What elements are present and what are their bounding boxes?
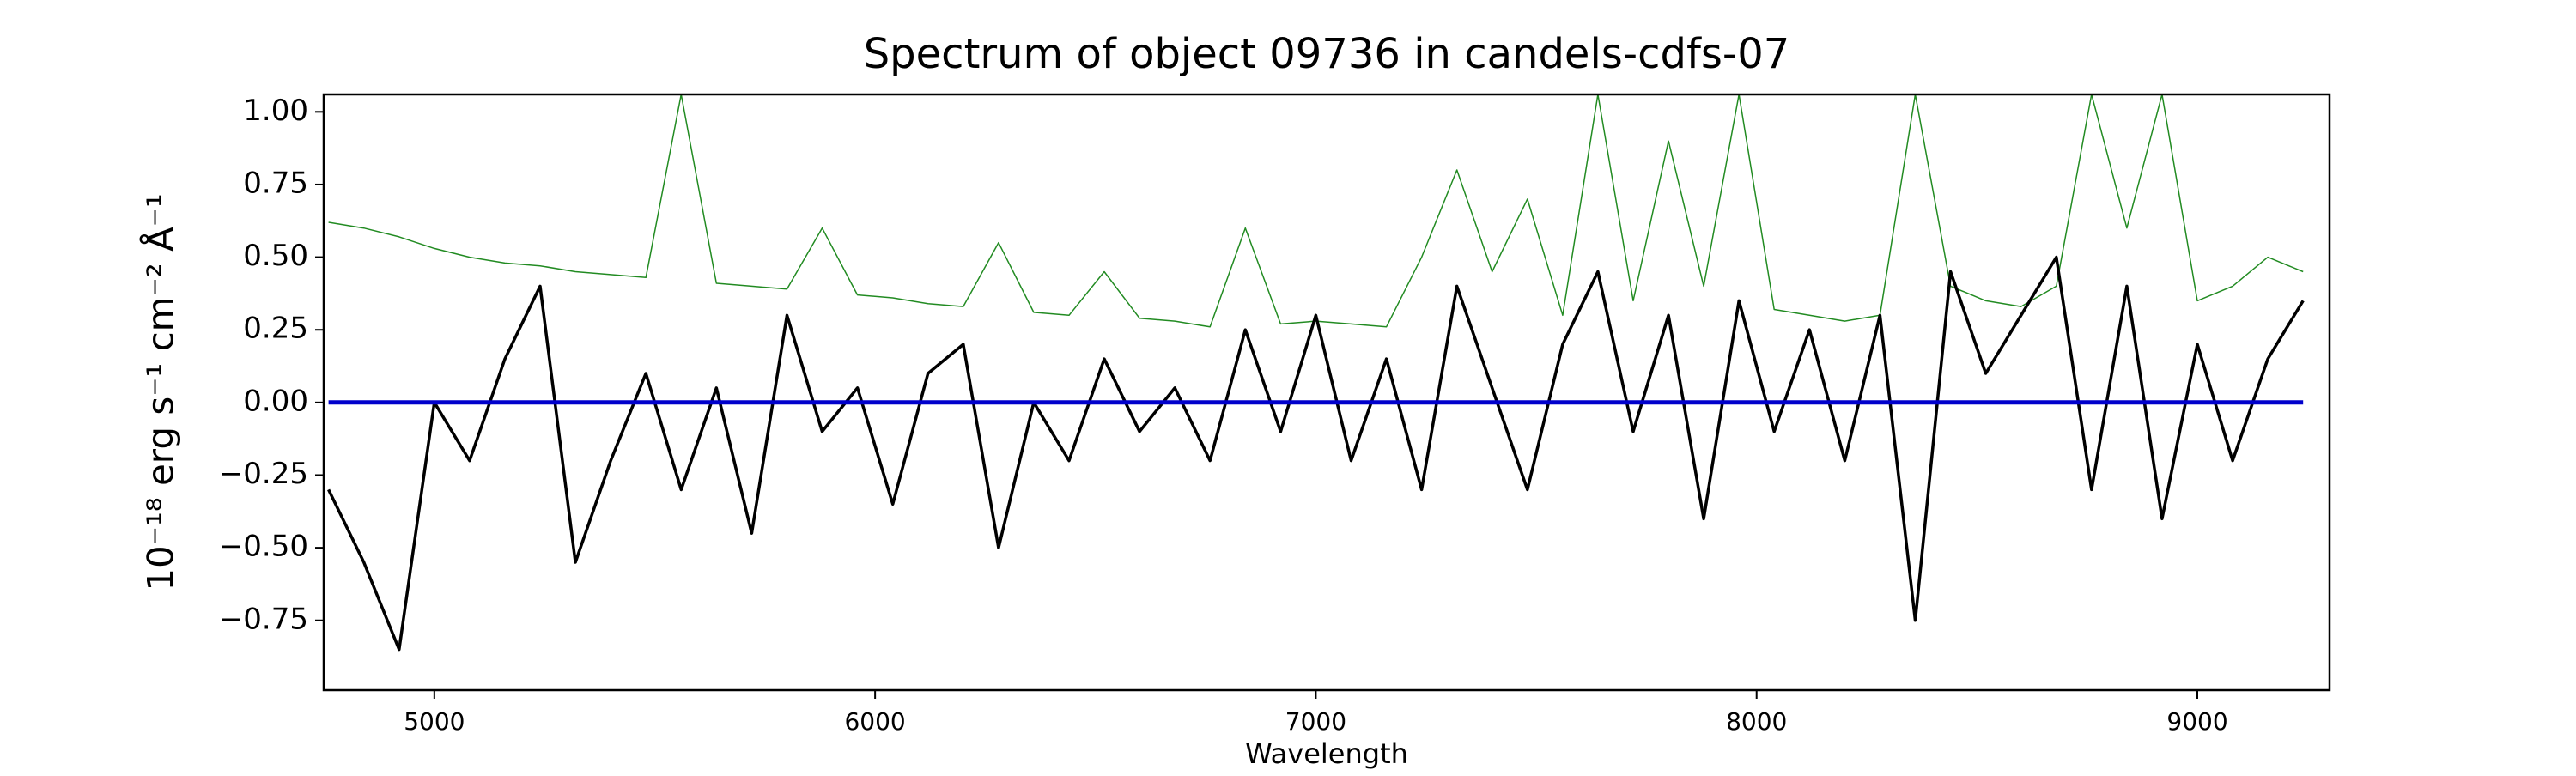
- y-axis-label: 10⁻¹⁸ erg s⁻¹ cm⁻² Å⁻¹: [139, 193, 182, 591]
- y-tick-label: 0.00: [243, 384, 308, 418]
- y-tick-label: 0.75: [243, 166, 308, 200]
- x-axis-label: Wavelength: [1245, 737, 1408, 770]
- x-tick-label: 8000: [1726, 707, 1787, 736]
- series-line: [327, 255, 2305, 652]
- chart-title: Spectrum of object 09736 in candels-cdfs…: [864, 30, 1790, 78]
- x-tick-label: 9000: [2166, 707, 2227, 736]
- plot-area: [327, 94, 2305, 652]
- x-tick-label: 7000: [1285, 707, 1346, 736]
- y-tick-label: −0.25: [219, 457, 308, 491]
- y-tick-label: −0.50: [219, 530, 308, 564]
- y-tick-label: 0.50: [243, 239, 308, 273]
- plot-frame: [322, 93, 2331, 692]
- x-tick-label: 5000: [404, 707, 465, 736]
- series-line: [328, 94, 2304, 328]
- y-tick-label: −0.75: [219, 602, 308, 636]
- y-tick-label: 0.25: [243, 312, 308, 346]
- x-tick-label: 6000: [844, 707, 905, 736]
- y-tick-label: 1.00: [243, 94, 308, 128]
